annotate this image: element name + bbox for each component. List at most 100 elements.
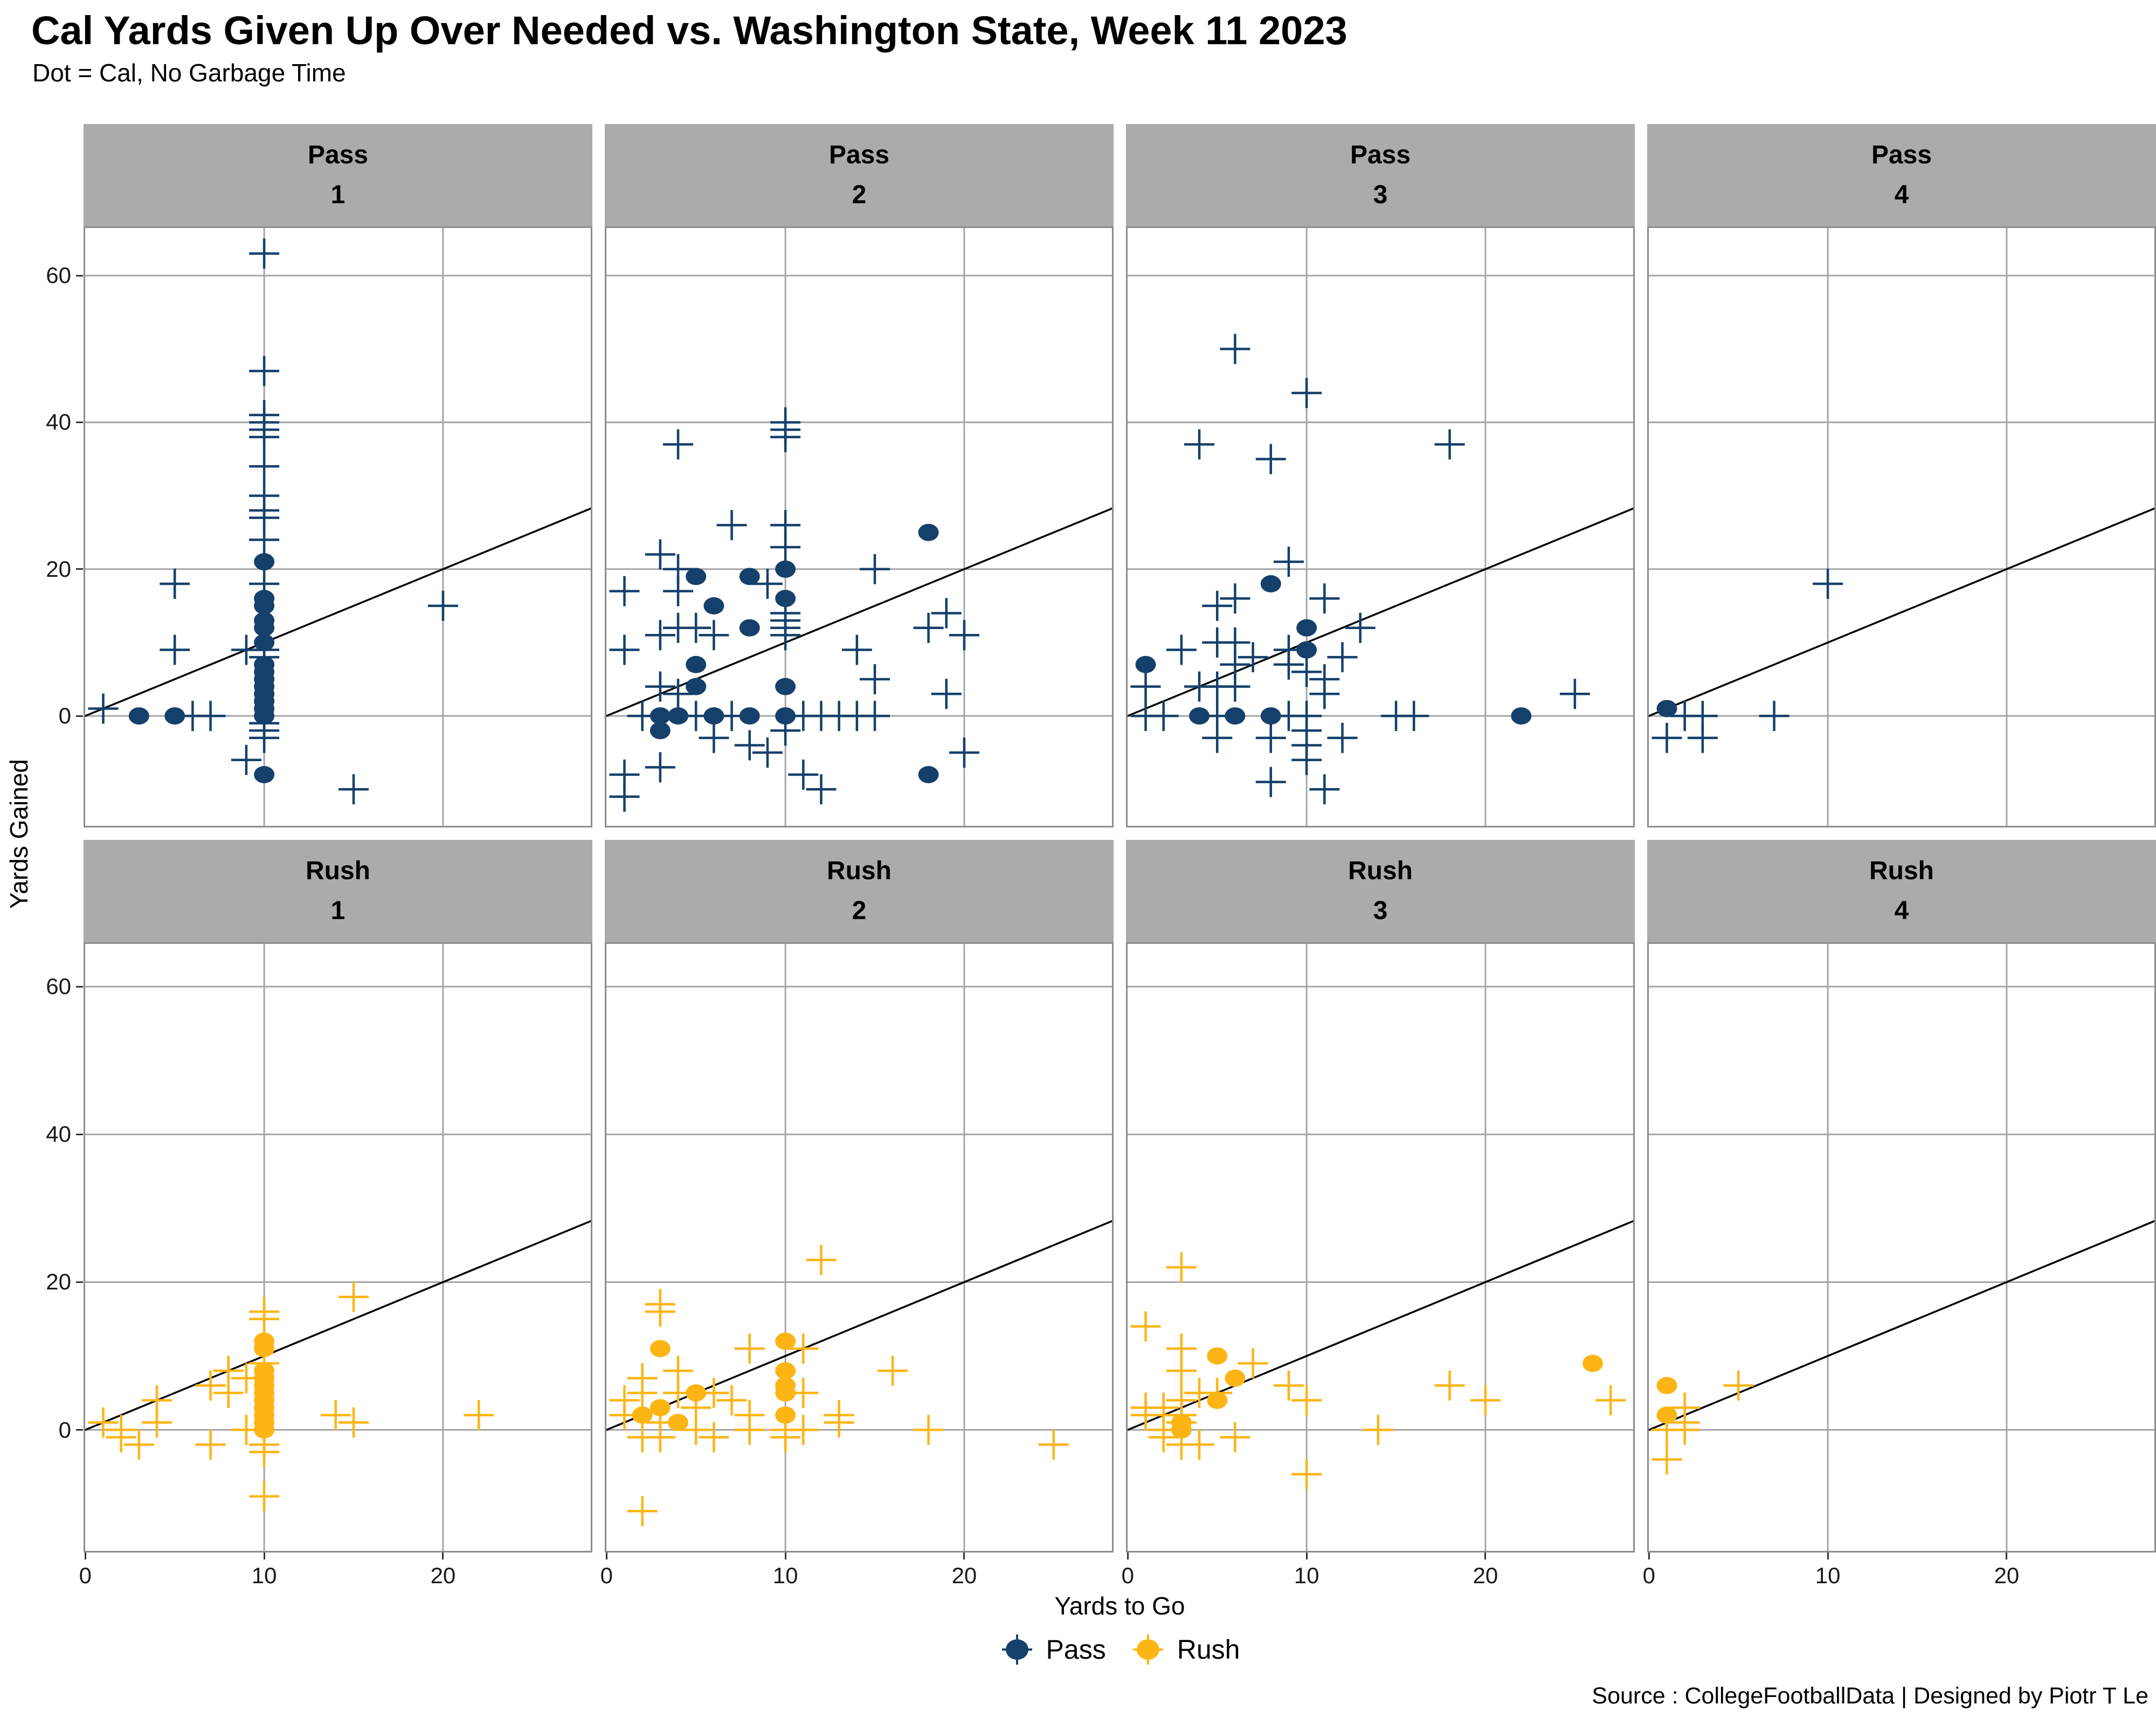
legend-label-rush: Rush [1177, 1634, 1240, 1665]
panel-border [605, 226, 1114, 827]
cross-marker [1651, 1444, 1682, 1475]
cross-marker [1345, 612, 1376, 643]
dot-marker [1511, 707, 1532, 725]
cross-marker [860, 701, 890, 732]
facet-strip-type: Pass [1871, 141, 1932, 169]
dot-marker [1656, 1406, 1677, 1424]
dot-marker [1583, 1355, 1604, 1372]
cross-marker [627, 1496, 658, 1527]
cross-marker [734, 1414, 765, 1445]
cross-marker [160, 634, 190, 665]
cross-marker [338, 1407, 369, 1438]
cross-marker [806, 774, 837, 805]
gridlines [84, 226, 592, 827]
cross-marker [949, 620, 979, 651]
facet-strip-type: Pass [307, 141, 369, 169]
scatter-panel-pass-1 [84, 226, 592, 827]
dot-marker [775, 707, 796, 725]
cross-marker [860, 554, 890, 584]
x-tick-label: 0 [1642, 1563, 1655, 1588]
data-points [609, 1245, 1069, 1527]
facet-strip-down: 3 [1373, 896, 1388, 925]
facet-strip-type: Pass [828, 141, 890, 169]
y-tick-mark [76, 274, 83, 277]
cross-marker [1148, 701, 1179, 732]
cross-marker [1148, 1422, 1179, 1453]
cross-marker [1291, 1385, 1322, 1416]
data-points [88, 238, 458, 805]
scatter-panel-rush-1 [84, 942, 592, 1552]
legend-label-pass: Pass [1046, 1634, 1106, 1665]
cross-marker [1220, 671, 1250, 702]
data-points [1651, 569, 1843, 753]
cross-marker [88, 693, 119, 724]
dot-marker [1656, 1377, 1677, 1395]
facet-strip-down: 1 [330, 896, 345, 925]
cross-marker [716, 510, 747, 541]
gridlines [605, 942, 1114, 1552]
cross-marker [645, 752, 675, 783]
cross-marker [213, 1377, 244, 1408]
pass-marker-icon [1001, 1634, 1032, 1665]
dot-marker [128, 707, 149, 725]
cross-marker [788, 759, 819, 790]
cross-marker [645, 539, 675, 570]
x-tick-mark [784, 1552, 786, 1560]
y-tick-label: 60 [46, 263, 71, 288]
dot-marker [739, 619, 760, 637]
cross-marker [1273, 649, 1304, 680]
x-tick-mark [2006, 1552, 2008, 1560]
dot-marker [775, 1406, 796, 1424]
facet-strip-down: 1 [330, 181, 345, 209]
dot-marker [686, 678, 707, 695]
dot-marker [1656, 700, 1677, 717]
dot-marker [1225, 707, 1246, 725]
cross-marker [1166, 1355, 1197, 1386]
cross-marker [609, 634, 640, 665]
cross-marker [1759, 701, 1789, 732]
cross-marker [913, 1414, 944, 1445]
scatter-panel-rush-2 [605, 942, 1114, 1552]
cross-marker [1166, 1252, 1197, 1283]
facet-strip-down: 4 [1894, 181, 1909, 209]
dot-marker [686, 656, 707, 673]
cross-marker [931, 598, 962, 629]
cross-marker [681, 1414, 711, 1445]
cross-marker [681, 612, 711, 643]
cross-marker [1255, 722, 1286, 753]
cross-marker [609, 576, 640, 606]
reference-line [1647, 1219, 2156, 1432]
x-tick-mark [1648, 1552, 1650, 1560]
dot-marker [668, 1413, 689, 1431]
dot-marker [1207, 1391, 1228, 1409]
cross-marker [1184, 429, 1215, 460]
facet-strip-rush-4: Rush 4 [1647, 840, 2156, 942]
cross-marker [1813, 569, 1843, 599]
cross-marker [160, 569, 190, 599]
x-tick-label: 20 [1994, 1563, 2020, 1588]
cross-marker [1273, 547, 1304, 577]
cross-marker [249, 356, 280, 387]
cross-marker [949, 737, 979, 768]
dot-marker [775, 1362, 796, 1379]
y-tick-label: 40 [46, 409, 71, 435]
cross-marker [699, 1422, 729, 1453]
cross-marker [627, 1422, 658, 1453]
cross-marker [1202, 722, 1233, 753]
x-tick-label: 20 [1473, 1563, 1498, 1588]
cross-marker [806, 1245, 837, 1275]
cross-marker [788, 1414, 819, 1445]
gridlines [1647, 226, 2156, 827]
gridlines [84, 942, 592, 1552]
cross-marker [338, 1281, 369, 1312]
cross-marker [1327, 722, 1358, 753]
facet-strip-type: Rush [1348, 857, 1413, 885]
data-points [1130, 334, 1590, 805]
x-axis-title: Yards to Go [1054, 1592, 1185, 1620]
facet-strip-pass-4: Pass 4 [1647, 124, 2156, 226]
legend-item-pass: Pass [1000, 1632, 1106, 1667]
cross-marker [1434, 429, 1465, 460]
cross-marker [699, 620, 729, 651]
reference-line [605, 1219, 1114, 1432]
data-points [1651, 1370, 1754, 1475]
